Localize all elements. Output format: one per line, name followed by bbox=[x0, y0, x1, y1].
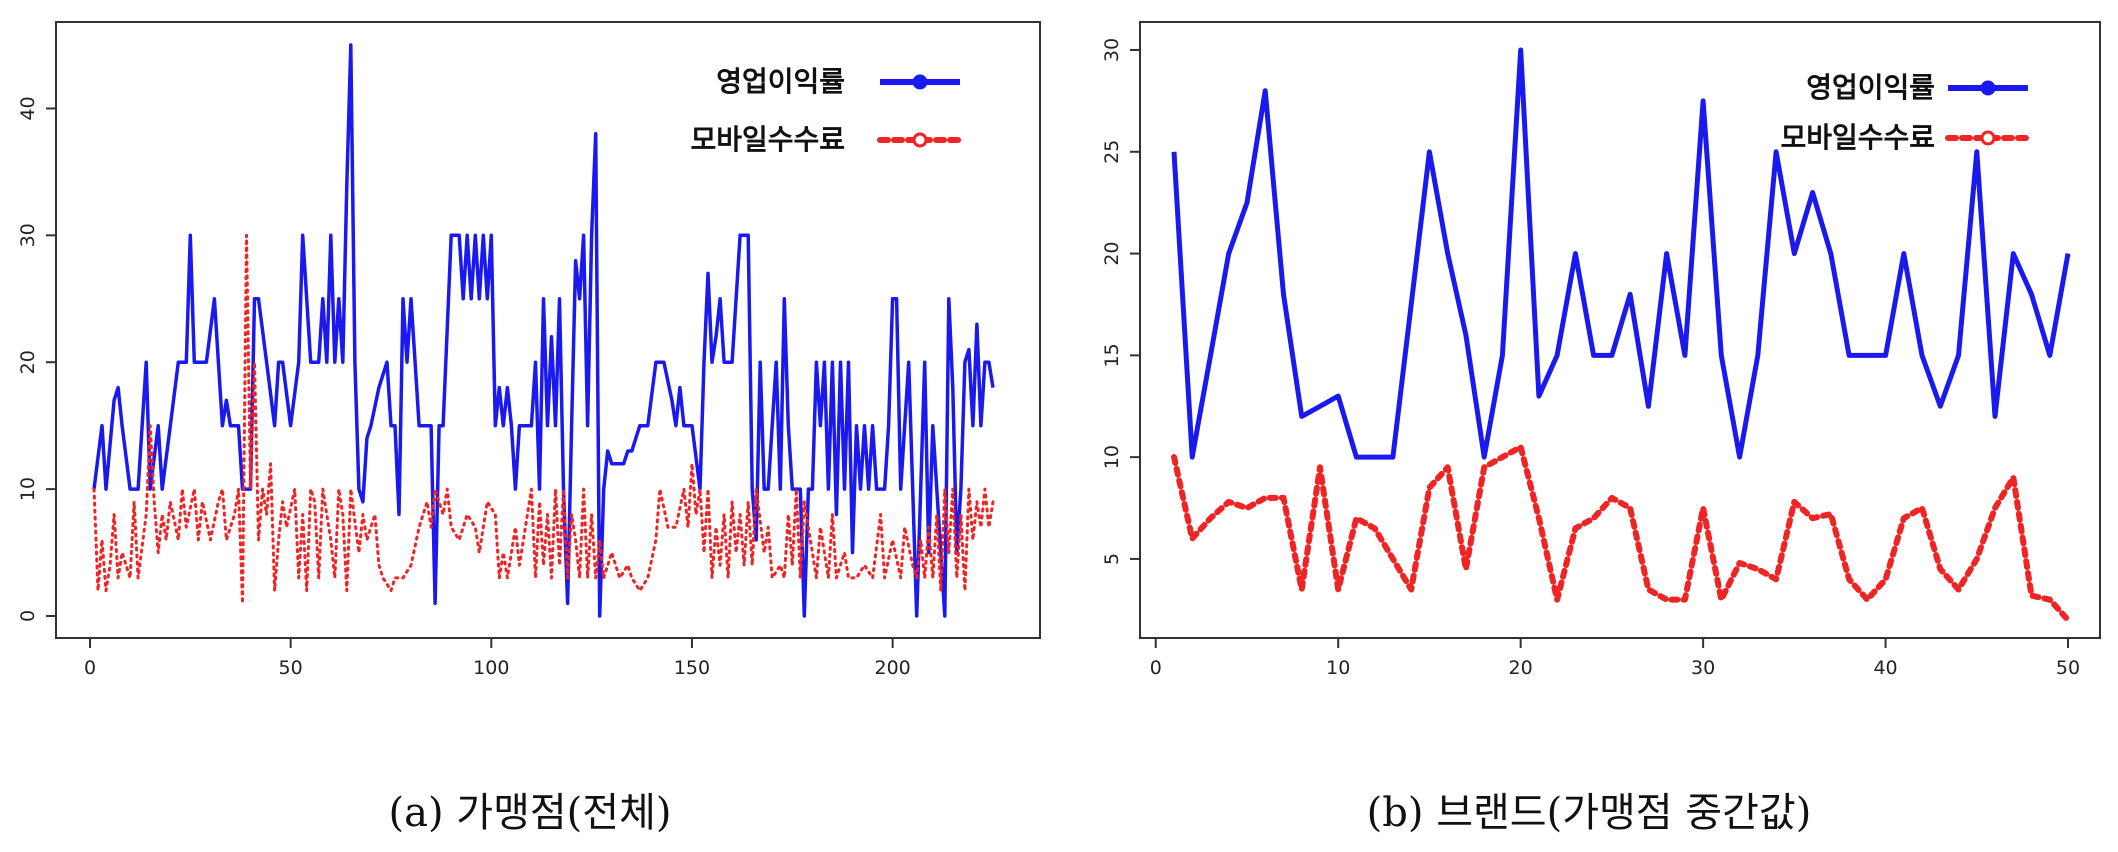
legend-marker bbox=[912, 132, 928, 148]
y-tick-label: 40 bbox=[17, 96, 39, 120]
x-tick-label: 20 bbox=[1509, 657, 1533, 679]
caption-b: (b) 브랜드(가맹점 중간값) bbox=[1366, 790, 1812, 836]
legend-label: 영업이익률 bbox=[1806, 71, 1935, 104]
y-tick-label: 30 bbox=[17, 223, 39, 247]
series-line-operating-margin bbox=[1171, 47, 2071, 460]
y-tick-label: 5 bbox=[1101, 553, 1123, 565]
y-tick-label: 10 bbox=[1101, 445, 1123, 469]
x-tick-label: 30 bbox=[1691, 657, 1715, 679]
y-tick-label: 0 bbox=[17, 610, 39, 622]
x-tick-label: 40 bbox=[1873, 657, 1897, 679]
x-tick-label: 200 bbox=[874, 657, 910, 679]
legend-marker bbox=[1980, 130, 1996, 146]
y-tick-label: 25 bbox=[1101, 140, 1123, 164]
legend-label: 영업이익률 bbox=[716, 65, 845, 98]
y-tick-label: 10 bbox=[17, 477, 39, 501]
x-tick-label: 150 bbox=[674, 657, 710, 679]
legend-label: 모바일수수료 bbox=[1780, 121, 1935, 154]
series-line-mobile-fee bbox=[1171, 444, 2071, 623]
legend-marker bbox=[912, 74, 928, 90]
x-tick-label: 50 bbox=[279, 657, 303, 679]
legend-marker bbox=[1980, 80, 1996, 96]
y-tick-label: 20 bbox=[1101, 241, 1123, 265]
plot-frame bbox=[55, 21, 1041, 639]
series-line-operating-margin bbox=[92, 43, 995, 618]
series-line-mobile-fee bbox=[92, 233, 995, 605]
legend-label: 모바일수수료 bbox=[690, 123, 845, 156]
x-tick-label: 100 bbox=[473, 657, 509, 679]
y-tick-label: 30 bbox=[1101, 38, 1123, 62]
x-tick-label: 0 bbox=[84, 657, 96, 679]
x-tick-label: 50 bbox=[2056, 657, 2080, 679]
x-tick-label: 10 bbox=[1326, 657, 1350, 679]
x-tick-label: 0 bbox=[1150, 657, 1162, 679]
caption-a: (a) 가맹점(전체) bbox=[388, 790, 672, 836]
y-tick-label: 20 bbox=[17, 350, 39, 374]
y-tick-label: 15 bbox=[1101, 343, 1123, 367]
plot-frame bbox=[1139, 21, 2101, 639]
